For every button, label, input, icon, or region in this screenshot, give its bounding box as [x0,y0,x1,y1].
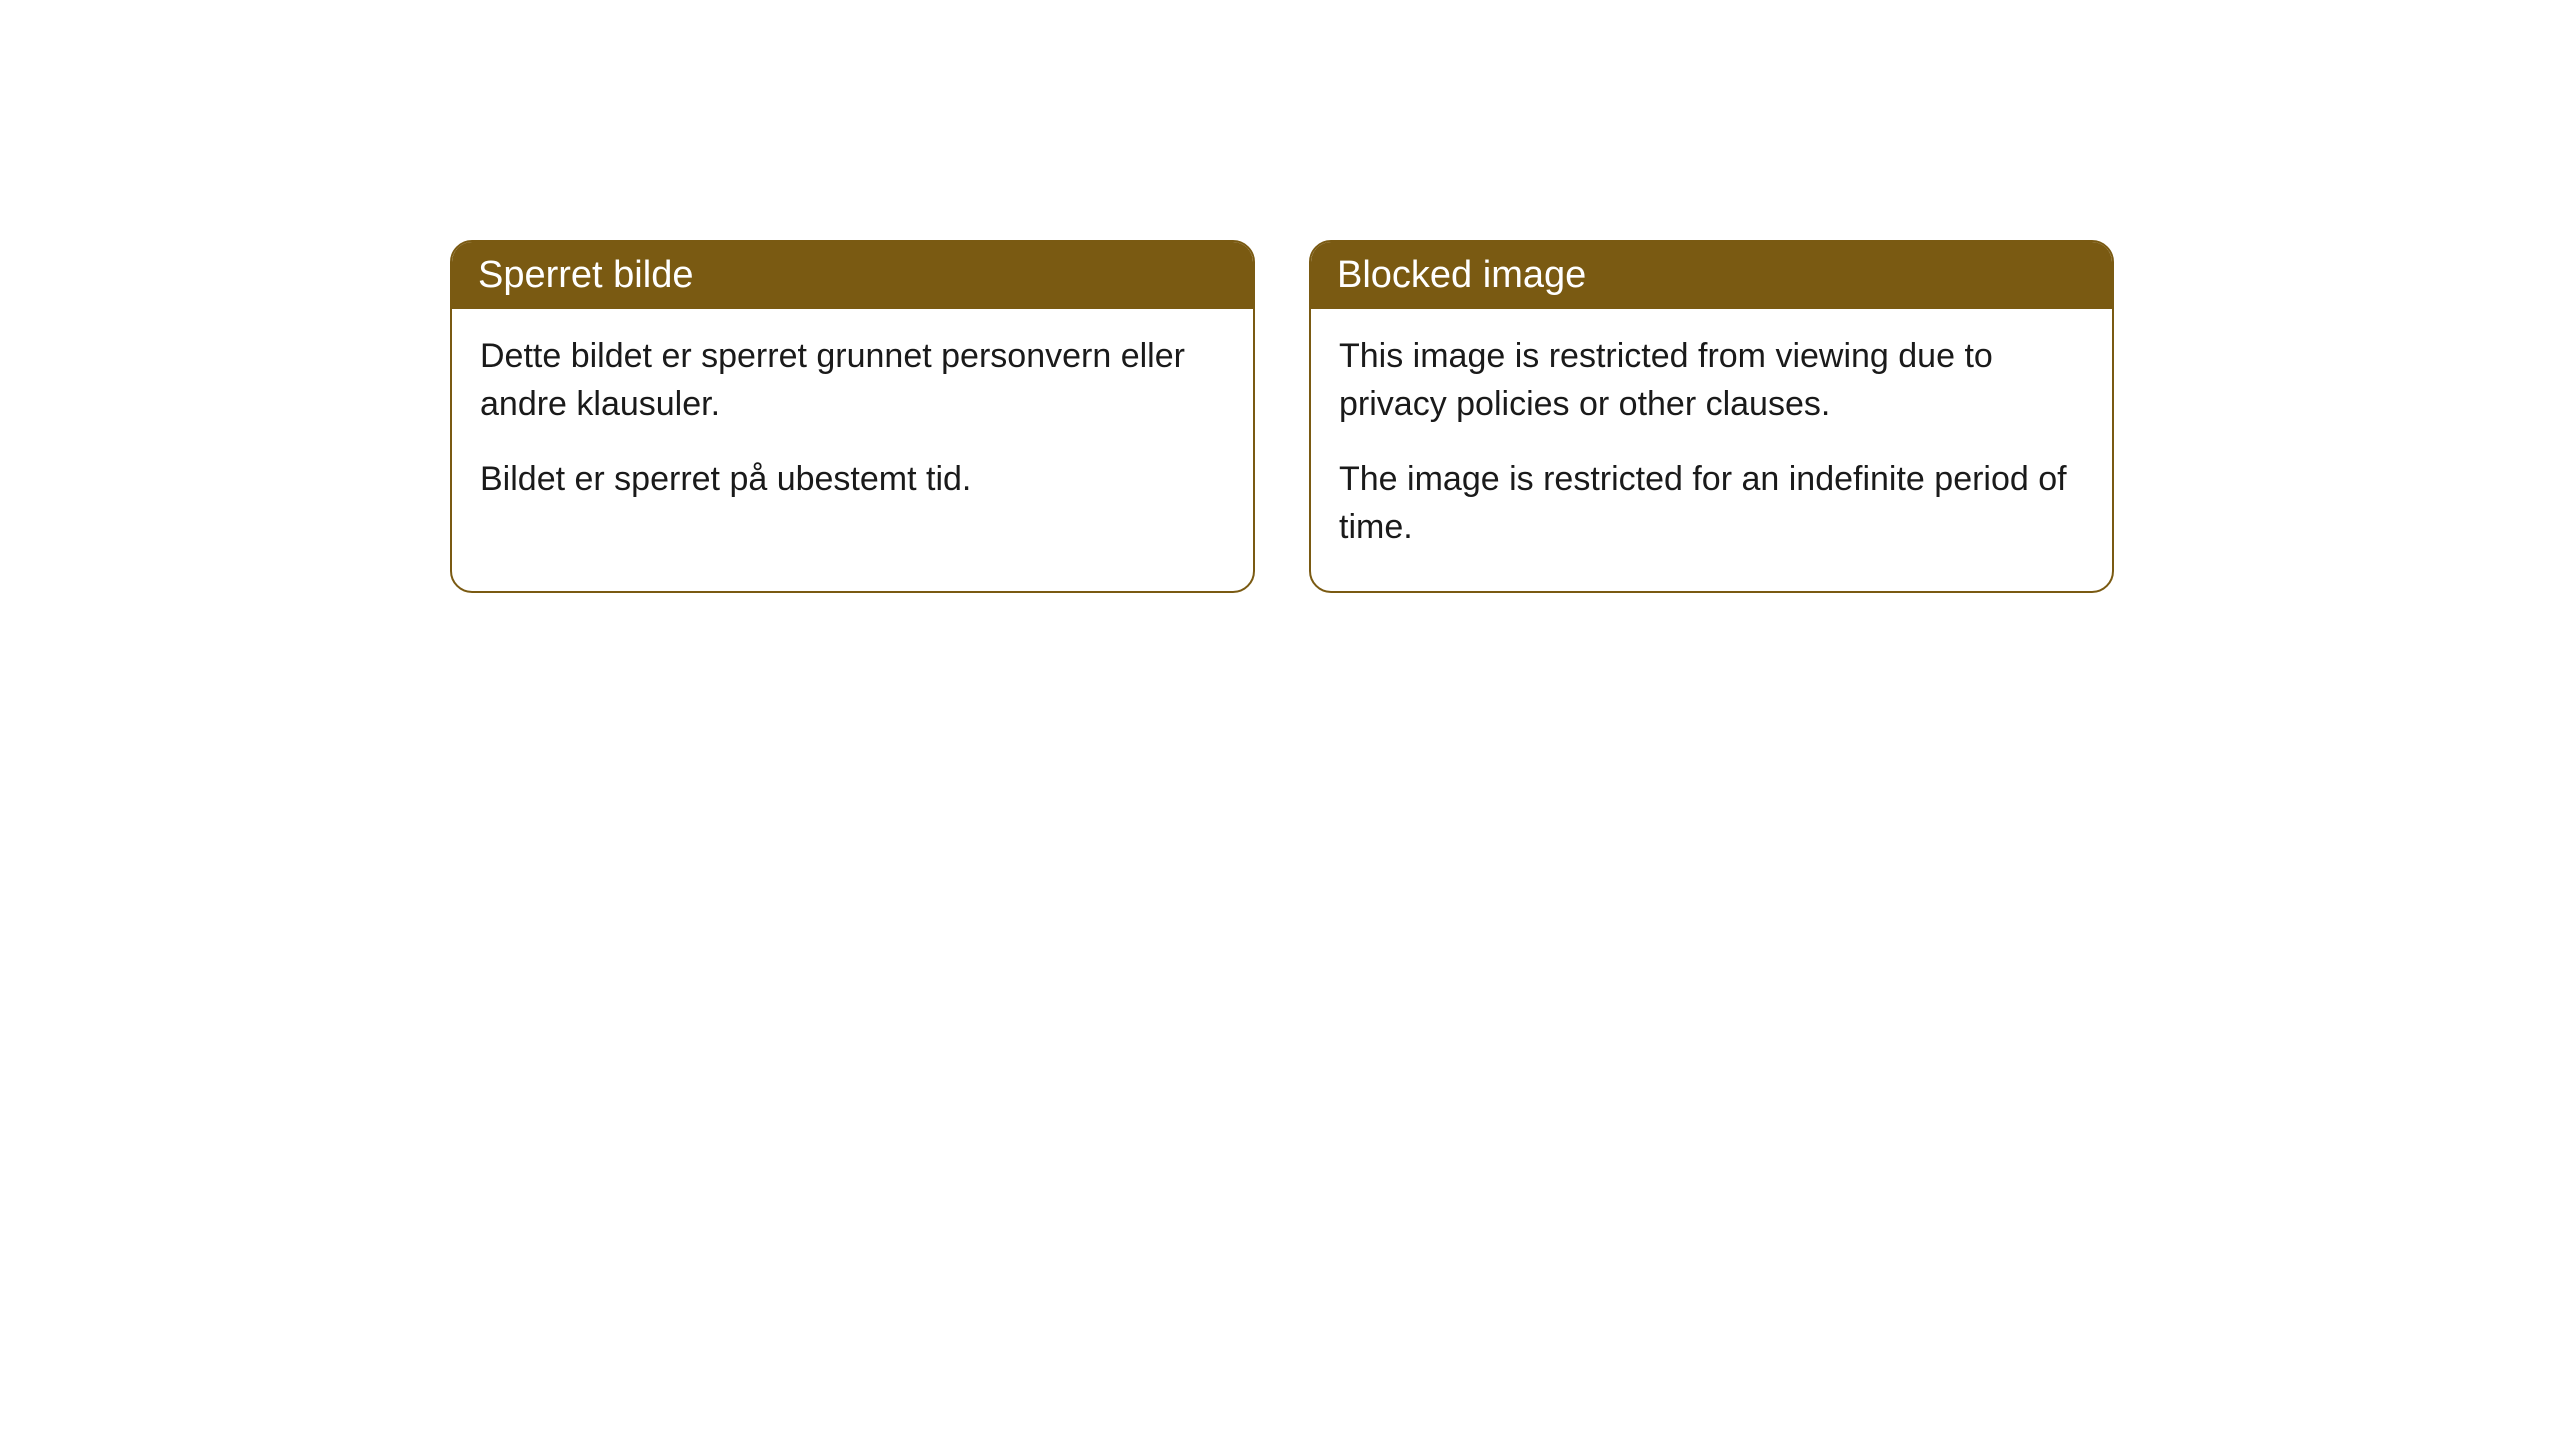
notice-paragraph: This image is restricted from viewing du… [1339,333,2084,428]
notice-card-body: Dette bildet er sperret grunnet personve… [452,309,1253,544]
notice-card-header: Sperret bilde [452,242,1253,309]
notice-paragraph: Bildet er sperret på ubestemt tid. [480,456,1225,504]
notice-card-header: Blocked image [1311,242,2112,309]
notice-card-title: Blocked image [1337,254,1586,296]
notice-card-norwegian: Sperret bilde Dette bildet er sperret gr… [450,240,1255,593]
notice-card-body: This image is restricted from viewing du… [1311,309,2112,591]
notice-cards-container: Sperret bilde Dette bildet er sperret gr… [450,240,2114,593]
notice-paragraph: Dette bildet er sperret grunnet personve… [480,333,1225,428]
notice-card-title: Sperret bilde [478,254,693,296]
notice-paragraph: The image is restricted for an indefinit… [1339,456,2084,551]
notice-card-english: Blocked image This image is restricted f… [1309,240,2114,593]
